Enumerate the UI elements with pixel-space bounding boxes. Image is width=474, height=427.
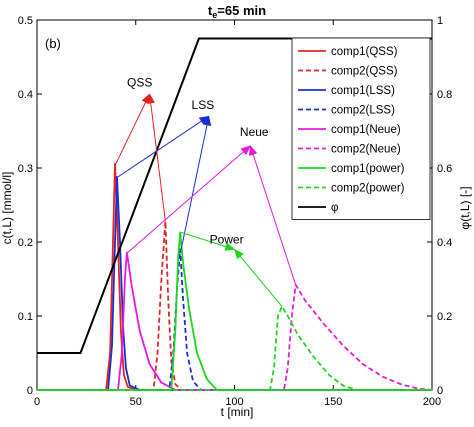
y-tick-label-right: 1 [437, 15, 443, 27]
series-line [37, 248, 432, 391]
y-axis-label-left: c(t,L) [mmol/l] [0, 172, 14, 245]
y-tick-label-left: 0.1 [18, 311, 33, 323]
annotation-arrow-line [117, 115, 210, 178]
x-tick-label: 200 [423, 396, 441, 408]
annotation-arrow-head [146, 93, 156, 104]
x-axis-label: t [min] [221, 405, 254, 419]
series-line [37, 176, 432, 391]
annotation-arrow-head [224, 242, 236, 251]
series-line [37, 305, 432, 391]
legend-label: comp2(QSS) [331, 66, 398, 78]
annotation-arrow-line [149, 93, 166, 222]
y-tick-label-right: 0.2 [437, 311, 452, 323]
y-tick-label-right: 0.8 [437, 89, 452, 101]
annotation-arrow-head [249, 145, 258, 156]
annotation-arrow-line [234, 249, 283, 307]
legend-label: comp2(power) [331, 183, 405, 195]
panel-label: (b) [45, 36, 61, 51]
y-tick-label-left: 0.3 [18, 163, 33, 175]
series-line [37, 251, 432, 391]
legend: comp1(QSS) comp2(QSS) comp1(LSS) comp2(LSS)… [291, 37, 431, 220]
series-line [37, 284, 433, 391]
legend-label: comp2(LSS) [331, 105, 395, 117]
annotation-arrow-line [180, 116, 210, 250]
x-tick-label: 50 [130, 396, 142, 408]
series-line [37, 162, 432, 391]
annotation-arrow-line [127, 145, 251, 253]
annotation-arrow-head [202, 115, 212, 127]
annotation-label: QSS [127, 76, 152, 90]
y-tick-label-left: 0 [27, 385, 33, 397]
y-tick-label-right: 0 [437, 385, 443, 397]
legend-label: comp1(power) [331, 163, 405, 175]
annotation-label: LSS [192, 98, 215, 112]
plot-area: 0 50 100 150 20000.10.20.30.40.500.20.40.60.… [18, 15, 453, 408]
annotation-arrow-head [240, 145, 251, 156]
legend-label: comp1(QSS) [331, 46, 398, 58]
y-tick-label-left: 0.2 [18, 237, 33, 249]
y-tick-label-right: 0.6 [437, 163, 452, 175]
annotation-label: Neue [240, 125, 269, 139]
legend-label: comp2(Neue) [331, 144, 401, 156]
legend-label: comp1(Neue) [331, 124, 401, 136]
y-tick-label-left: 0.4 [18, 89, 33, 101]
annotation-arrow-head [234, 248, 244, 260]
y-tick-label-left: 0.5 [18, 15, 33, 27]
annotation-label: Power [210, 232, 244, 246]
y-axis-label-right: φ(t,L) [-] [458, 186, 472, 229]
annotation-arrow-line [181, 231, 235, 250]
x-tick-label: 100 [225, 396, 243, 408]
legend-label: φ [331, 202, 338, 214]
annotation-arrow-line [249, 145, 297, 286]
x-tick-label: 150 [324, 396, 342, 408]
annotation-arrow-line [115, 93, 151, 164]
y-tick-label-right: 0.4 [437, 237, 452, 249]
chart-title: te=65 min [208, 3, 266, 20]
series-line [37, 220, 432, 391]
series-line [37, 231, 432, 391]
legend-label: comp1(LSS) [331, 85, 395, 97]
x-tick-label: 0 [34, 396, 40, 408]
